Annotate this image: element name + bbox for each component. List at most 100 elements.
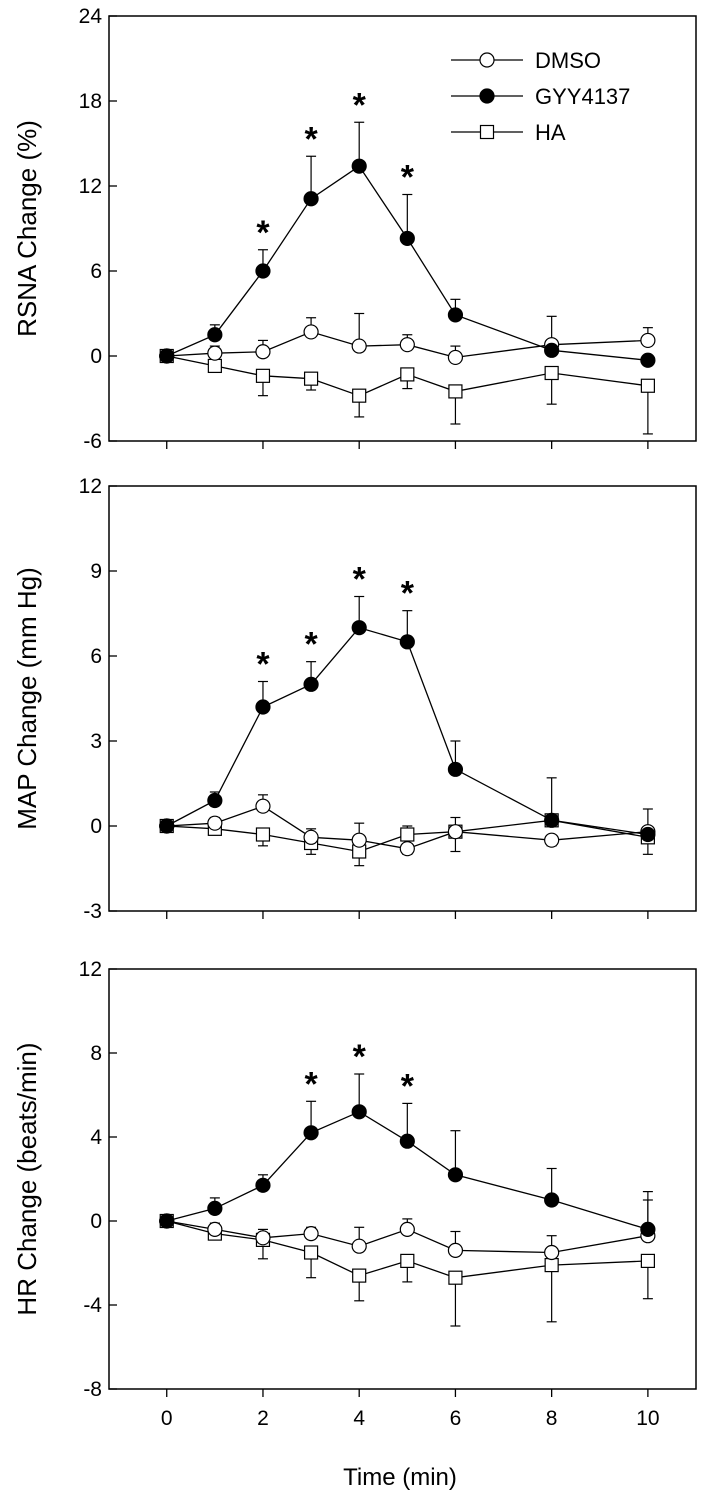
significance-marker: * [256, 214, 270, 252]
x-axis-label: Time (min) [343, 1464, 457, 1491]
legend: DMSO GYY4137 HA [451, 48, 630, 145]
data-point [544, 1244, 560, 1261]
data-point [207, 345, 223, 361]
legend-label: HA [535, 120, 566, 145]
data-point [255, 1230, 271, 1246]
data-point [447, 307, 464, 323]
data-point [255, 798, 271, 814]
legend-item-dmso: DMSO [451, 48, 601, 73]
data-point [544, 1257, 559, 1273]
data-point [544, 1192, 560, 1208]
data-point [159, 1213, 175, 1229]
data-point [351, 1238, 367, 1254]
x-tick-label: 6 [450, 1407, 462, 1430]
series-gyy4137 [159, 121, 656, 368]
data-point [159, 348, 175, 364]
data-point [352, 388, 367, 403]
data-point [544, 342, 560, 358]
significance-marker: * [401, 1067, 415, 1105]
series-line [166, 626, 648, 836]
data-point [207, 358, 222, 374]
x-tick-label: 2 [257, 1407, 269, 1430]
plot-frame [108, 968, 697, 1390]
data-point [544, 365, 559, 381]
y-tick-label: 4 [90, 1126, 102, 1149]
y-tick-label: 9 [90, 560, 102, 583]
chart-panel-2: -3 0 3 6 9 12 MAP Change (mm Hg) * * * * [12, 475, 697, 923]
y-tick-label: 12 [79, 475, 102, 498]
y-tick-label: 12 [79, 958, 102, 981]
data-point [352, 1268, 367, 1283]
data-point [303, 1245, 319, 1260]
significance-marker: * [304, 120, 318, 158]
data-point [544, 812, 560, 828]
legend-label: GYY4137 [535, 84, 630, 109]
significance-marker: * [353, 561, 367, 599]
y-tick-label: -8 [83, 1378, 102, 1401]
series-ha [159, 348, 655, 435]
series-dmso [159, 1190, 656, 1261]
data-point [207, 1221, 223, 1238]
y-tick-label: 0 [90, 815, 102, 838]
data-point [303, 191, 319, 207]
data-point [399, 337, 415, 353]
data-point [351, 832, 367, 848]
series-gyy4137 [159, 1073, 656, 1238]
data-point [351, 620, 367, 636]
data-point [447, 761, 464, 777]
legend-item-gyy4137: GYY4137 [451, 84, 630, 109]
data-point [351, 338, 367, 354]
data-point [640, 1221, 656, 1238]
data-point [399, 634, 415, 650]
data-point [447, 1167, 464, 1183]
data-point [255, 263, 271, 279]
data-point [447, 824, 464, 840]
significance-marker: * [304, 626, 318, 664]
data-point [640, 332, 656, 349]
data-point [303, 676, 319, 692]
y-tick-label: -6 [83, 430, 102, 453]
series-gyy4137 [159, 595, 656, 843]
y-tick-label: 12 [79, 175, 102, 198]
y-tick-label: 6 [90, 645, 102, 668]
data-point [255, 699, 271, 715]
data-point [399, 841, 415, 857]
x-tick-label: 8 [546, 1407, 558, 1430]
significance-marker: * [401, 575, 415, 613]
data-point [448, 384, 463, 399]
significance-marker: * [256, 646, 270, 684]
legend-marker [479, 124, 495, 140]
data-point [640, 1253, 655, 1269]
data-point [400, 367, 415, 382]
data-point [207, 327, 223, 343]
data-point [640, 826, 656, 843]
y-tick-label: -3 [83, 900, 102, 923]
data-point [351, 1104, 367, 1120]
y-tick-label: 0 [90, 1210, 102, 1233]
data-point [399, 230, 415, 247]
significance-marker: * [401, 159, 415, 197]
x-tick-label: 10 [636, 1407, 659, 1430]
data-point [400, 1253, 415, 1269]
y-tick-label: -4 [83, 1294, 102, 1317]
data-point [207, 1200, 223, 1217]
series-dmso [159, 312, 656, 366]
chart-panel-1: -6 0 6 12 18 24 RSNA Change (%) * * * * DMSO GYY4137… [12, 5, 697, 453]
y-tick-label: 3 [90, 730, 102, 753]
legend-marker [479, 52, 495, 68]
data-point [207, 792, 223, 809]
legend-item-ha: HA [451, 120, 566, 145]
y-tick-label: 8 [90, 1042, 102, 1065]
y-axis-label: MAP Change (mm Hg) [12, 567, 42, 830]
x-tick-label: 4 [353, 1407, 365, 1430]
x-tick-label: 0 [161, 1407, 173, 1430]
data-point [447, 1242, 464, 1259]
data-point [640, 378, 655, 393]
data-point [255, 368, 271, 383]
data-point [255, 344, 271, 360]
y-tick-label: 0 [90, 345, 102, 368]
data-point [399, 1221, 415, 1238]
data-point [400, 827, 415, 842]
data-point [447, 349, 464, 366]
